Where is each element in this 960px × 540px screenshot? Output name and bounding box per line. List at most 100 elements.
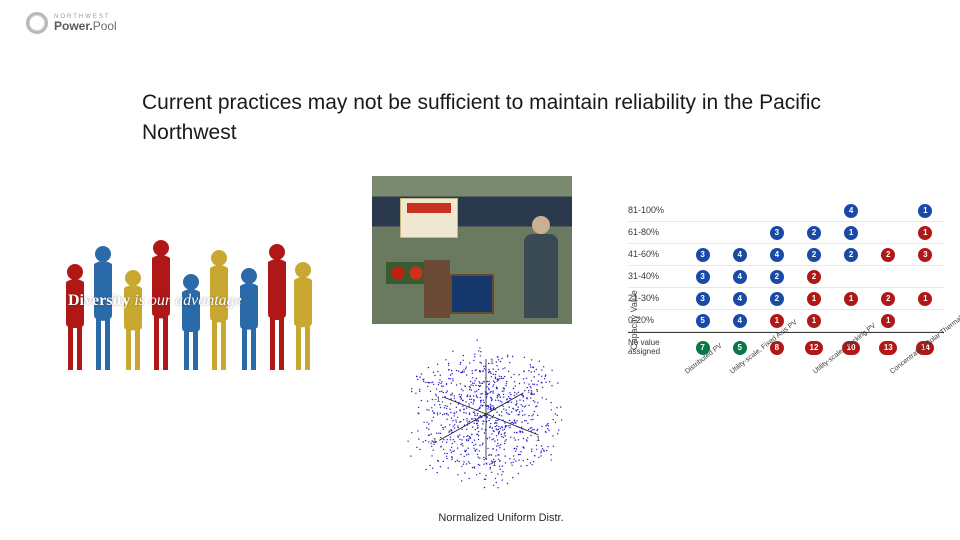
capacity-row-label: 31-40% (628, 272, 684, 281)
capacity-cell (833, 314, 870, 328)
person-silhouette (176, 272, 206, 372)
capacity-y-axis-label: Capacity Value (629, 290, 639, 350)
capacity-cell: 4 (721, 248, 758, 262)
market-chalkboard (450, 274, 494, 314)
brand-logo: NORTHWEST Power.Pool (26, 12, 117, 34)
capacity-cell: 2 (758, 270, 795, 284)
slide-title: Current practices may not be sufficient … (142, 88, 912, 149)
capacity-dot: 3 (696, 292, 710, 306)
capacity-dot: 2 (807, 226, 821, 240)
person-silhouette (288, 260, 318, 372)
scatter-caption: Normalized Uniform Distr. (376, 512, 626, 524)
capacity-cell: 3 (684, 270, 721, 284)
capacity-dot: 4 (770, 248, 784, 262)
scatter-plot: 1-11-11-1 Normalized Uniform Distr. (376, 332, 596, 512)
market-person-right (524, 234, 558, 318)
svg-text:1: 1 (536, 436, 540, 443)
capacity-dot: 2 (881, 248, 895, 262)
capacity-cell: 1 (907, 226, 944, 240)
capacity-cell (721, 226, 758, 240)
capacity-dot: 1 (844, 226, 858, 240)
capacity-dot: 1 (807, 314, 821, 328)
capacity-row: 61-80% 3 2 1 1 (628, 222, 944, 244)
capacity-dot: 1 (881, 314, 895, 328)
capacity-cell (870, 270, 907, 284)
capacity-dot: 5 (733, 341, 747, 355)
capacity-cell: 2 (833, 248, 870, 262)
capacity-dot: 4 (844, 204, 858, 218)
capacity-row: 41-60% 3 4 4 2 2 2 3 (628, 244, 944, 266)
capacity-dot: 4 (733, 248, 747, 262)
capacity-row-label: 61-80% (628, 228, 684, 237)
diversity-caption: Diversity is our advantage (68, 292, 242, 310)
capacity-cell (907, 314, 944, 328)
capacity-cell: 3 (907, 248, 944, 262)
capacity-cell (721, 204, 758, 218)
capacity-cell (684, 226, 721, 240)
person-silhouette (234, 266, 264, 372)
capacity-cell: 1 (795, 314, 832, 328)
capacity-row: 81-100% 4 1 (628, 200, 944, 222)
capacity-dot: 3 (918, 248, 932, 262)
capacity-cell: 1 (833, 292, 870, 306)
capacity-cell: 2 (758, 292, 795, 306)
capacity-cell: 4 (833, 204, 870, 218)
diversity-graphic: Diversity is our advantage (60, 218, 320, 378)
scatter-svg: 1-11-11-1 (376, 332, 596, 502)
capacity-dot: 1 (918, 204, 932, 218)
capacity-dot: 2 (807, 248, 821, 262)
capacity-cell: 1 (795, 292, 832, 306)
capacity-dot: 3 (696, 270, 710, 284)
person-silhouette (204, 248, 234, 372)
capacity-value-table: Capacity Value 81-100% 4 1 61-80% 3 2 1 1 41-60%… (614, 200, 944, 440)
capacity-cell: 2 (870, 248, 907, 262)
capacity-dot: 3 (770, 226, 784, 240)
capacity-cell: 2 (795, 248, 832, 262)
market-sign (400, 198, 458, 238)
capacity-cell: 4 (721, 314, 758, 328)
market-photo (372, 176, 572, 324)
capacity-cell: 5 (684, 314, 721, 328)
capacity-dot: 2 (770, 270, 784, 284)
svg-text:1: 1 (490, 358, 494, 365)
market-person-right-head (532, 216, 550, 234)
capacity-cell: 2 (795, 270, 832, 284)
capacity-cell (758, 204, 795, 218)
capacity-dot: 3 (696, 248, 710, 262)
capacity-dot: 2 (844, 248, 858, 262)
capacity-cell: 3 (684, 292, 721, 306)
capacity-cell: 2 (870, 292, 907, 306)
capacity-dot: 1 (807, 292, 821, 306)
capacity-cell: 1 (907, 204, 944, 218)
capacity-dot: 4 (733, 314, 747, 328)
capacity-dot: 5 (696, 314, 710, 328)
capacity-cell: 4 (758, 248, 795, 262)
capacity-cell: 1 (833, 226, 870, 240)
capacity-dot: 2 (807, 270, 821, 284)
logo-text-bottom: Power.Pool (54, 20, 117, 32)
capacity-cell: 4 (721, 270, 758, 284)
capacity-cell (684, 204, 721, 218)
capacity-dot: 2 (770, 292, 784, 306)
capacity-dot: 2 (881, 292, 895, 306)
logo-ring-icon (26, 12, 48, 34)
capacity-dot: 1 (770, 314, 784, 328)
capacity-dot: 4 (733, 292, 747, 306)
capacity-row-label: 41-60% (628, 250, 684, 259)
capacity-cell (795, 204, 832, 218)
capacity-dot: 1 (918, 226, 932, 240)
person-silhouette (60, 262, 90, 372)
capacity-cell: 4 (721, 292, 758, 306)
capacity-cell: 1 (907, 292, 944, 306)
capacity-row: 21-30%3421121 (628, 288, 944, 310)
capacity-cell (907, 270, 944, 284)
capacity-row-label: 81-100% (628, 206, 684, 215)
capacity-dot: 1 (918, 292, 932, 306)
market-person-left (424, 260, 450, 318)
capacity-cell (870, 226, 907, 240)
capacity-cell: 3 (758, 226, 795, 240)
person-silhouette (118, 268, 148, 372)
capacity-dot: 1 (844, 292, 858, 306)
capacity-cell: 2 (795, 226, 832, 240)
capacity-cell (833, 270, 870, 284)
